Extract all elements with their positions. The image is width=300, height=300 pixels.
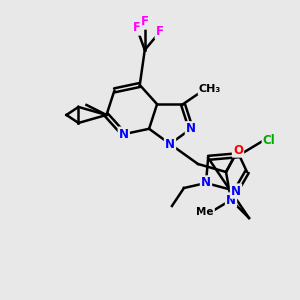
Text: F: F [133, 22, 141, 34]
Text: Me: Me [196, 207, 214, 217]
Text: Cl: Cl [263, 134, 275, 147]
Text: N: N [226, 194, 236, 206]
Text: N: N [165, 137, 175, 151]
Text: N: N [186, 122, 196, 135]
Text: CH₃: CH₃ [199, 84, 221, 94]
Text: N: N [119, 128, 129, 141]
Text: N: N [231, 184, 241, 198]
Text: O: O [233, 143, 243, 157]
Text: N: N [201, 176, 211, 190]
Text: F: F [141, 16, 149, 28]
Text: F: F [156, 26, 164, 38]
